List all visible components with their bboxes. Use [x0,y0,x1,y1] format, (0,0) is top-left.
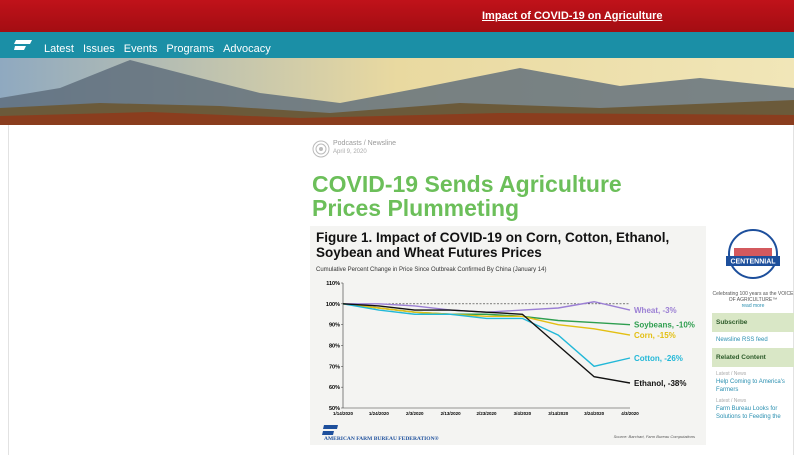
y-tick-label: 90% [329,323,340,329]
series-label: Cotton, -26% [634,354,683,363]
nav-link[interactable]: Programs [166,43,215,55]
badge-text: CENTENNIAL [730,259,776,266]
x-tick-label: 1/24/2020 [369,411,390,416]
y-tick-label: 110% [326,281,340,287]
item-meta: Latest / News [716,371,747,377]
item-title[interactable]: Farm Bureau Looks for Solutions to Feedi… [716,406,781,420]
afbf-logo [322,425,338,435]
centennial-badge: CENTENNIAL [726,229,780,279]
x-tick-label: 2/13/2020 [441,411,462,416]
item-title[interactable]: Help Coming to America's Farmers [716,379,785,393]
series-line [342,303,631,336]
read-more[interactable]: read more [741,303,765,309]
series-label: Ethanol, -38% [634,379,686,388]
nav-link[interactable]: Advocacy [223,43,271,55]
x-tick-label: 2/3/2020 [406,411,424,416]
series-line [342,303,631,368]
series-label: Corn, -15% [634,331,676,340]
x-tick-label: 3/24/2020 [584,411,605,416]
related-list: Latest / News Help Coming to America's Fa… [712,367,794,421]
chart-title: Figure 1. Impact of COVID-19 on Corn, Co… [316,230,670,260]
top-link[interactable]: Impact of COVID-19 on Agriculture [482,10,663,22]
sidebar: CENTENNIAL Celebrating 100 years as the … [712,226,794,421]
nav-links: Latest Issues Events Programs Advocacy [44,39,280,57]
x-tick-label: 2/23/2020 [476,411,497,416]
banner [0,58,794,125]
x-tick-label: 4/3/2020 [621,411,639,416]
chart-source: Source: Barchart, Farm Bureau Computatio… [614,434,695,439]
x-tick-label: 3/14/2020 [548,411,569,416]
series-line [342,303,631,384]
y-tick-label: 80% [329,344,340,350]
subscribe-header: Subscribe [712,313,794,332]
y-tick-label: 60% [329,385,340,391]
chart-footer: AMERICAN FARM BUREAU FEDERATION® [324,435,439,442]
related-header: Related Content [712,348,794,367]
y-tick-label: 100% [326,302,340,308]
series-label: Soybeans, -10% [634,321,695,330]
nav-bar: Latest Issues Events Programs Advocacy [0,32,794,58]
nav-link[interactable]: Issues [82,43,115,55]
nav-link[interactable]: Events [123,43,158,55]
nav-link[interactable]: Latest [44,43,74,55]
logo[interactable] [14,40,32,50]
series-label: Wheat, -3% [634,306,677,315]
tagline: Celebrating 100 years as the VOICE OF AG… [712,291,794,303]
chart: AMERICAN FARM BUREAU FEDERATION® Source:… [322,281,695,442]
y-tick-label: 70% [329,364,340,370]
chart-subtitle: Cumulative Percent Change in Price Since… [316,267,547,273]
date: April 9, 2020 [333,149,367,155]
x-tick-label: 3/4/2020 [514,411,532,416]
figure: Figure 1. Impact of COVID-19 on Corn, Co… [310,226,706,445]
rss-link[interactable]: Newsline RSS feed [716,337,768,343]
y-tick-label: 50% [329,406,340,412]
headline: COVID-19 Sends Agriculture Prices Plumme… [312,171,622,221]
top-bar: Impact of COVID-19 on Agriculture [0,0,794,32]
breadcrumb[interactable]: Podcasts / Newsline [333,140,397,147]
x-tick-label: 1/14/2020 [333,411,354,416]
item-meta: Latest / News [716,398,747,404]
podcast-icon [312,140,330,158]
